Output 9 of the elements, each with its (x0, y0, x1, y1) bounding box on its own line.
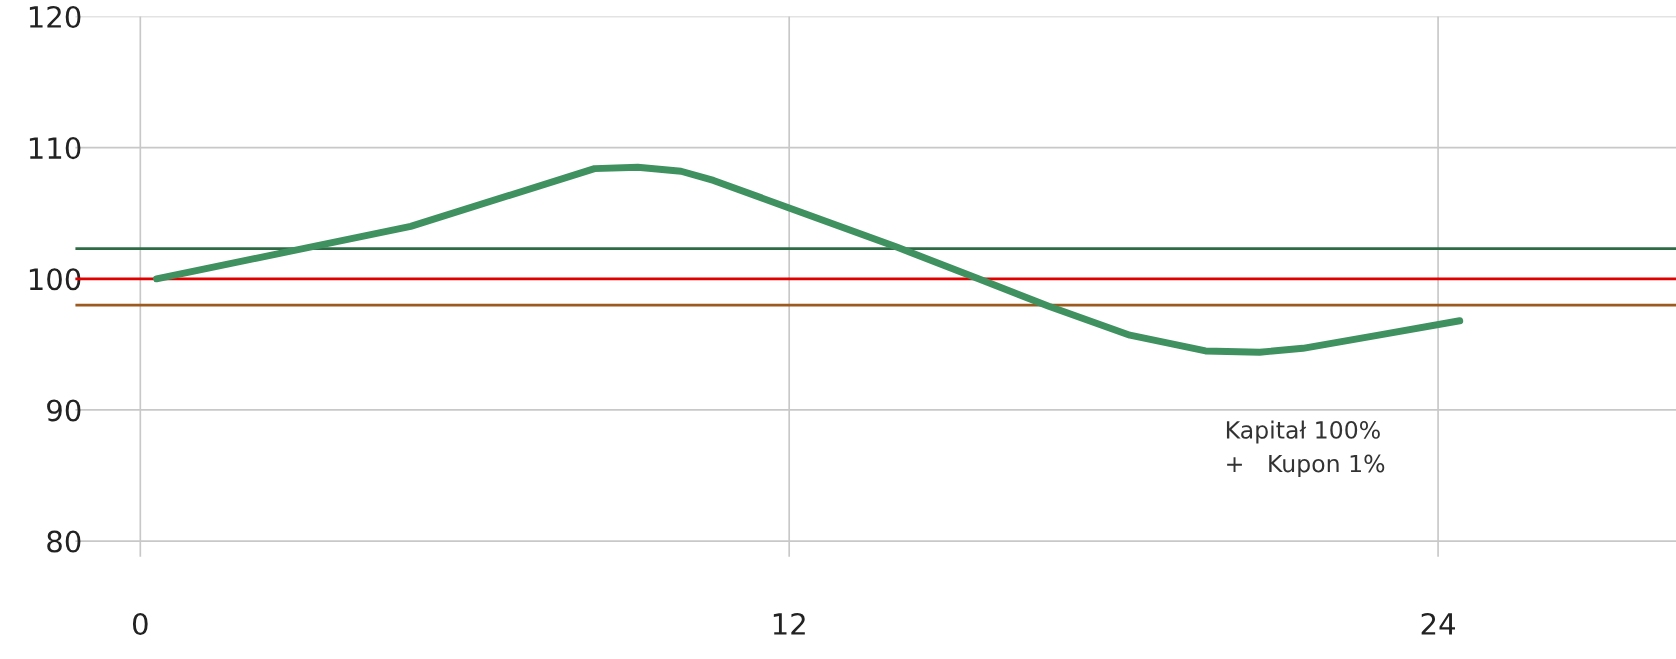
y-tick-label: 100 (29, 268, 81, 291)
y-tick-label: 80 (47, 530, 81, 553)
x-tick-label: 0 (132, 612, 148, 635)
x-tick-label: 12 (773, 612, 805, 635)
annotation: Kapitał 100% + Kupon 1% (1226, 420, 1385, 478)
x-tick-label: 24 (1421, 612, 1455, 635)
y-tick-label: 90 (47, 399, 81, 422)
y-tick-label: 110 (29, 137, 81, 160)
y-tick-label: 120 (29, 5, 81, 28)
